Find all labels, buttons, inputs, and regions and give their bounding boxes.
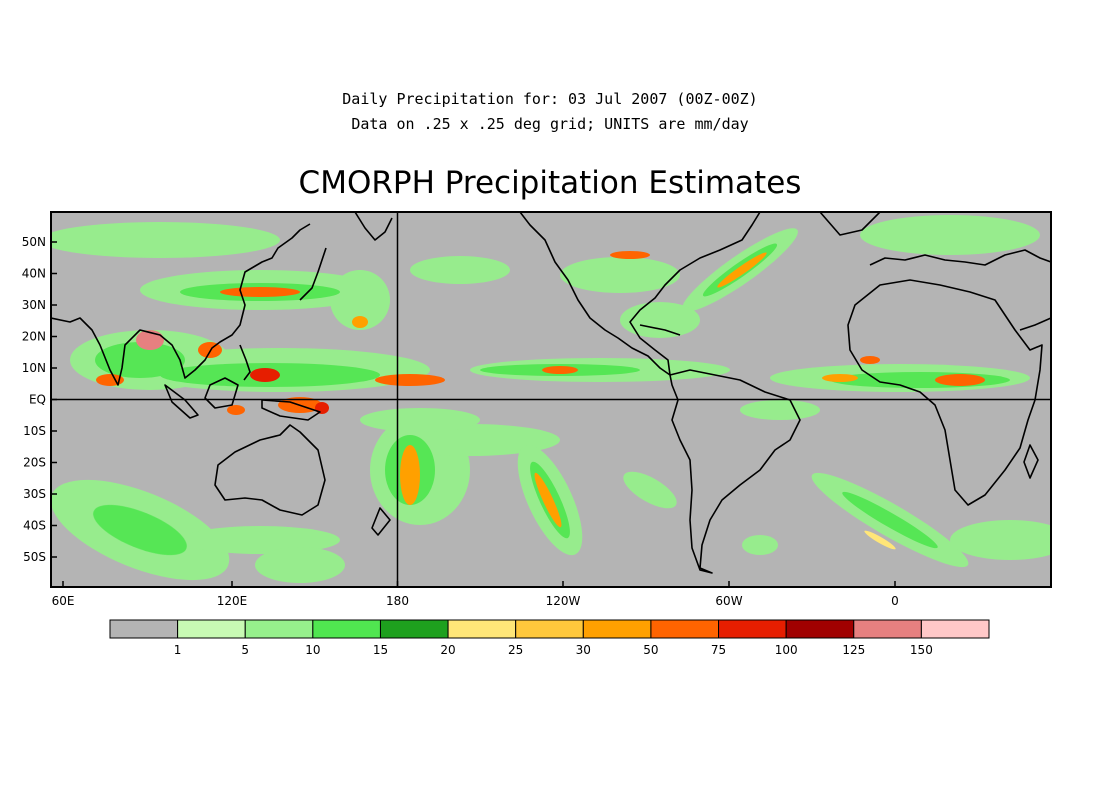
legend-label: 75: [711, 643, 726, 657]
lat-tick-label: EQ: [29, 393, 46, 407]
coast-borneo: [204, 377, 239, 409]
coastlines: [51, 212, 1051, 574]
lat-tick-label: 20N: [22, 330, 46, 344]
legend-swatch: [785, 619, 855, 639]
legend-swatch: [718, 619, 787, 639]
legend-swatch: [312, 619, 381, 639]
lon-axis: 60E 120E 180 120W 60W 0: [52, 581, 899, 608]
coast-madagascar: [1023, 444, 1039, 479]
legend-swatch: [650, 619, 720, 639]
lat-tick-label: 50N: [22, 235, 46, 249]
coast-new-zealand: [371, 507, 391, 536]
lon-tick-label: 120E: [217, 594, 248, 608]
legend-swatch: [920, 619, 990, 639]
color-legend: 1 5 10 15 20 25 30 50 75 100 125 150: [109, 619, 990, 657]
coast-europe: [869, 249, 1051, 266]
subtitle-units: Data on .25 x .25 deg grid; UNITS are mm…: [351, 115, 749, 133]
lat-tick-label: 30S: [23, 487, 46, 501]
lat-tick-label: 10S: [23, 424, 46, 438]
legend-swatch: [244, 619, 314, 639]
legend-swatch: [379, 619, 449, 639]
legend-swatch: [582, 619, 652, 639]
legend-label: 5: [241, 643, 249, 657]
lat-tick-label: 30N: [22, 298, 46, 312]
coast-north-america: [519, 212, 761, 376]
lon-tick-label: 120W: [546, 594, 581, 608]
lat-tick-label: 40S: [23, 519, 46, 533]
lat-tick-label: 40N: [22, 267, 46, 281]
lon-tick-label: 60E: [52, 594, 75, 608]
legend-label: 50: [643, 643, 658, 657]
legend-label: 20: [440, 643, 455, 657]
coast-eurasia-south: [51, 223, 311, 386]
chart-title: CMORPH Precipitation Estimates: [298, 165, 802, 201]
legend-swatch: [109, 619, 179, 639]
legend-label: 100: [775, 643, 798, 657]
legend-label: 30: [576, 643, 591, 657]
lat-tick-label: 10N: [22, 361, 46, 375]
coast-arabia: [1019, 317, 1051, 331]
coast-philippines: [239, 344, 251, 381]
legend-label: 150: [910, 643, 933, 657]
coast-new-guinea: [261, 399, 321, 421]
legend-label: 1: [174, 643, 182, 657]
legend-swatch: [853, 619, 922, 639]
coast-cuba: [639, 324, 681, 336]
lat-tick-label: 20S: [23, 456, 46, 470]
coast-australia: [214, 424, 326, 516]
coast-africa: [847, 279, 1043, 506]
legend-label: 15: [373, 643, 388, 657]
lat-tick-label: 50S: [23, 550, 46, 564]
lon-tick-label: 180: [386, 594, 409, 608]
coast-greenland: [819, 212, 881, 236]
coast-japan: [299, 247, 327, 301]
legend-swatch: [177, 619, 246, 639]
legend-label: 25: [508, 643, 523, 657]
coast-kamchatka: [354, 212, 393, 241]
subtitle-date: Daily Precipitation for: 03 Jul 2007 (00…: [342, 90, 758, 108]
legend-swatch: [447, 619, 517, 639]
coast-south-america: [669, 369, 801, 574]
lat-axis: 50N 40N 30N 20N 10N EQ 10S 20S 30S 40S 50S: [22, 235, 57, 564]
legend-label: 10: [305, 643, 320, 657]
legend-swatch: [515, 619, 584, 639]
lon-tick-label: 60W: [715, 594, 742, 608]
lon-tick-label: 0: [891, 594, 899, 608]
legend-label: 125: [842, 643, 865, 657]
